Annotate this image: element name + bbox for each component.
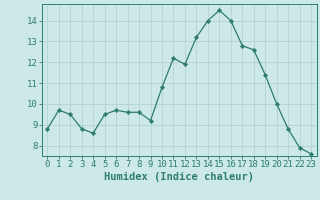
X-axis label: Humidex (Indice chaleur): Humidex (Indice chaleur) (104, 172, 254, 182)
